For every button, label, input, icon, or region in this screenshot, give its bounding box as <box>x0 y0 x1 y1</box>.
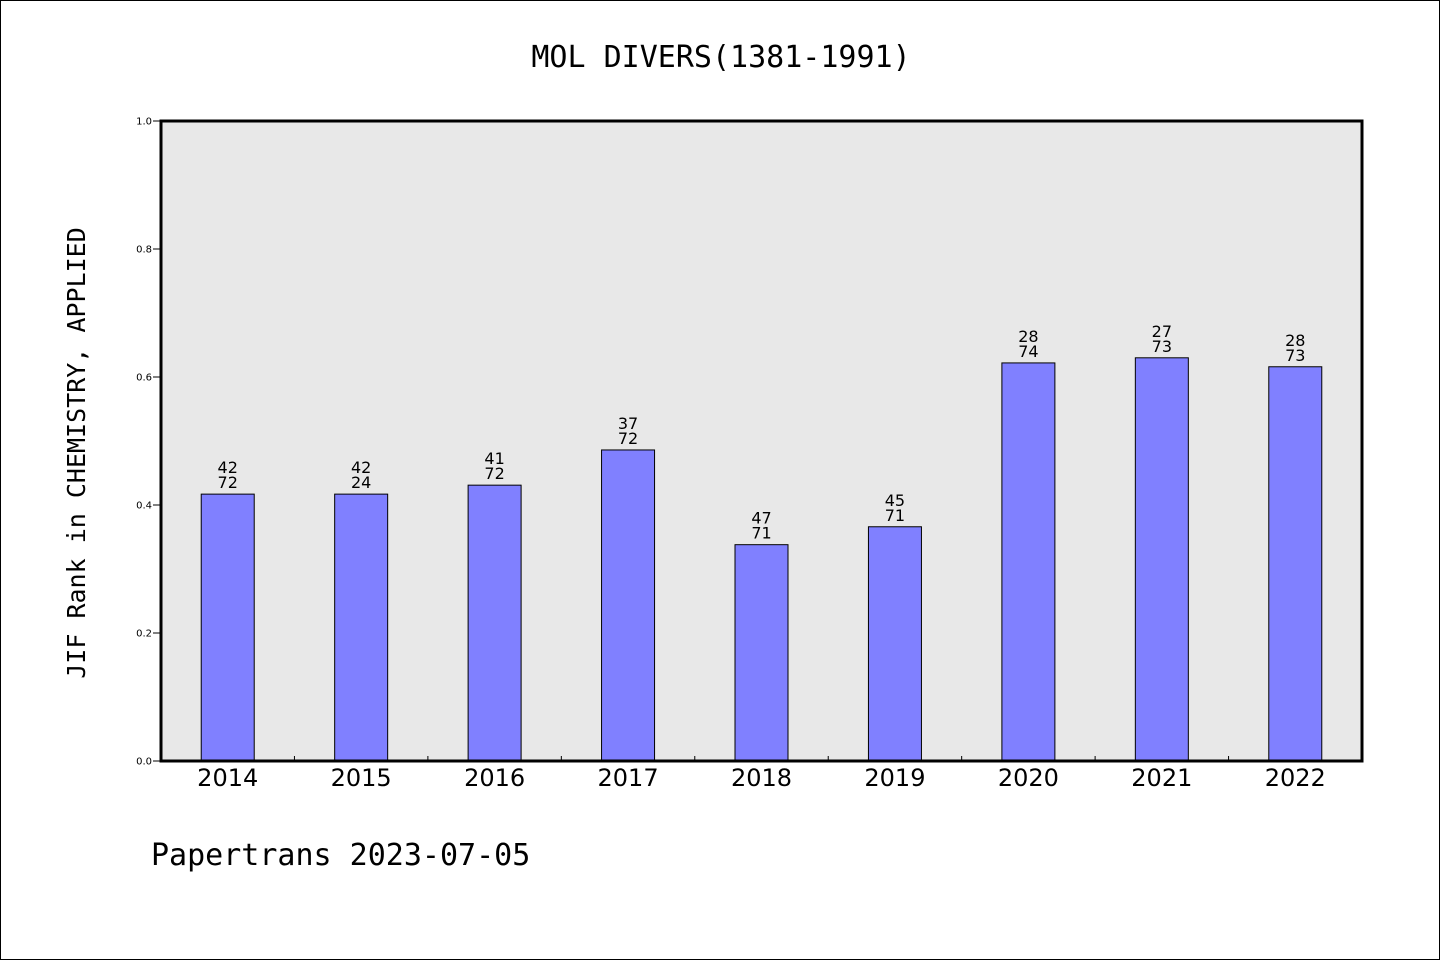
y-tick-label: 1.0 <box>136 117 152 128</box>
y-tick-label: 0.8 <box>136 245 152 256</box>
bar-2019 <box>867 526 922 762</box>
x-tick-label: 2021 <box>1131 764 1192 792</box>
x-tick-label: 2015 <box>331 764 392 792</box>
x-tick-label: 2018 <box>731 764 792 792</box>
data-label-bottom: 72 <box>484 464 504 483</box>
footer-text: Papertrans 2023-07-05 <box>151 838 530 873</box>
y-axis-label: JIF Rank in CHEMISTRY, APPLIED <box>62 227 91 679</box>
x-tick-label: 2022 <box>1265 764 1326 792</box>
data-label-top: 42 <box>218 458 238 477</box>
x-tick-label: 2016 <box>464 764 525 792</box>
bar-2018 <box>734 544 789 762</box>
chart-title: MOL DIVERS(1381-1991) <box>531 40 910 75</box>
plot-border <box>159 119 1364 763</box>
bar-2016 <box>467 484 522 762</box>
bar-2015 <box>334 493 389 762</box>
axis-layer: 0.0 0.2 0.4 0.6 0.8 1.0 2014 2015 2016 2017 2018 20… <box>136 117 1326 793</box>
data-label-bottom: 24 <box>351 473 371 492</box>
data-label-bottom: 71 <box>751 524 771 543</box>
data-label-top: 28 <box>1285 331 1305 350</box>
bar-2022 <box>1268 366 1323 762</box>
x-tick-label: 2017 <box>598 764 659 792</box>
y-tick-label: 0.4 <box>136 501 152 512</box>
x-tick-label: 2014 <box>197 764 258 792</box>
data-label-top: 28 <box>1018 327 1038 346</box>
data-label-bottom: 72 <box>218 473 238 492</box>
data-label-top: 41 <box>484 449 504 468</box>
data-label-top: 47 <box>751 509 771 528</box>
bar-2014 <box>200 493 255 762</box>
data-label-top: 37 <box>618 414 638 433</box>
data-label-top: 45 <box>885 491 905 510</box>
data-label-top: 42 <box>351 458 371 477</box>
data-label-bottom: 71 <box>885 506 905 525</box>
x-tick-label: 2019 <box>864 764 925 792</box>
bar-2017 <box>601 449 656 762</box>
data-label-bottom: 73 <box>1152 337 1172 356</box>
data-label-top: 27 <box>1152 322 1172 341</box>
data-label-bottom: 72 <box>618 429 638 448</box>
bar-2020 <box>1001 362 1056 762</box>
y-tick-label: 0.6 <box>136 373 152 384</box>
bar-2021 <box>1134 357 1189 762</box>
y-tick-label: 0.2 <box>136 629 152 640</box>
data-label-bottom: 73 <box>1285 346 1305 365</box>
y-tick-label: 0.0 <box>136 757 152 768</box>
x-tick-label: 2020 <box>998 764 1059 792</box>
data-label-bottom: 74 <box>1018 342 1038 361</box>
